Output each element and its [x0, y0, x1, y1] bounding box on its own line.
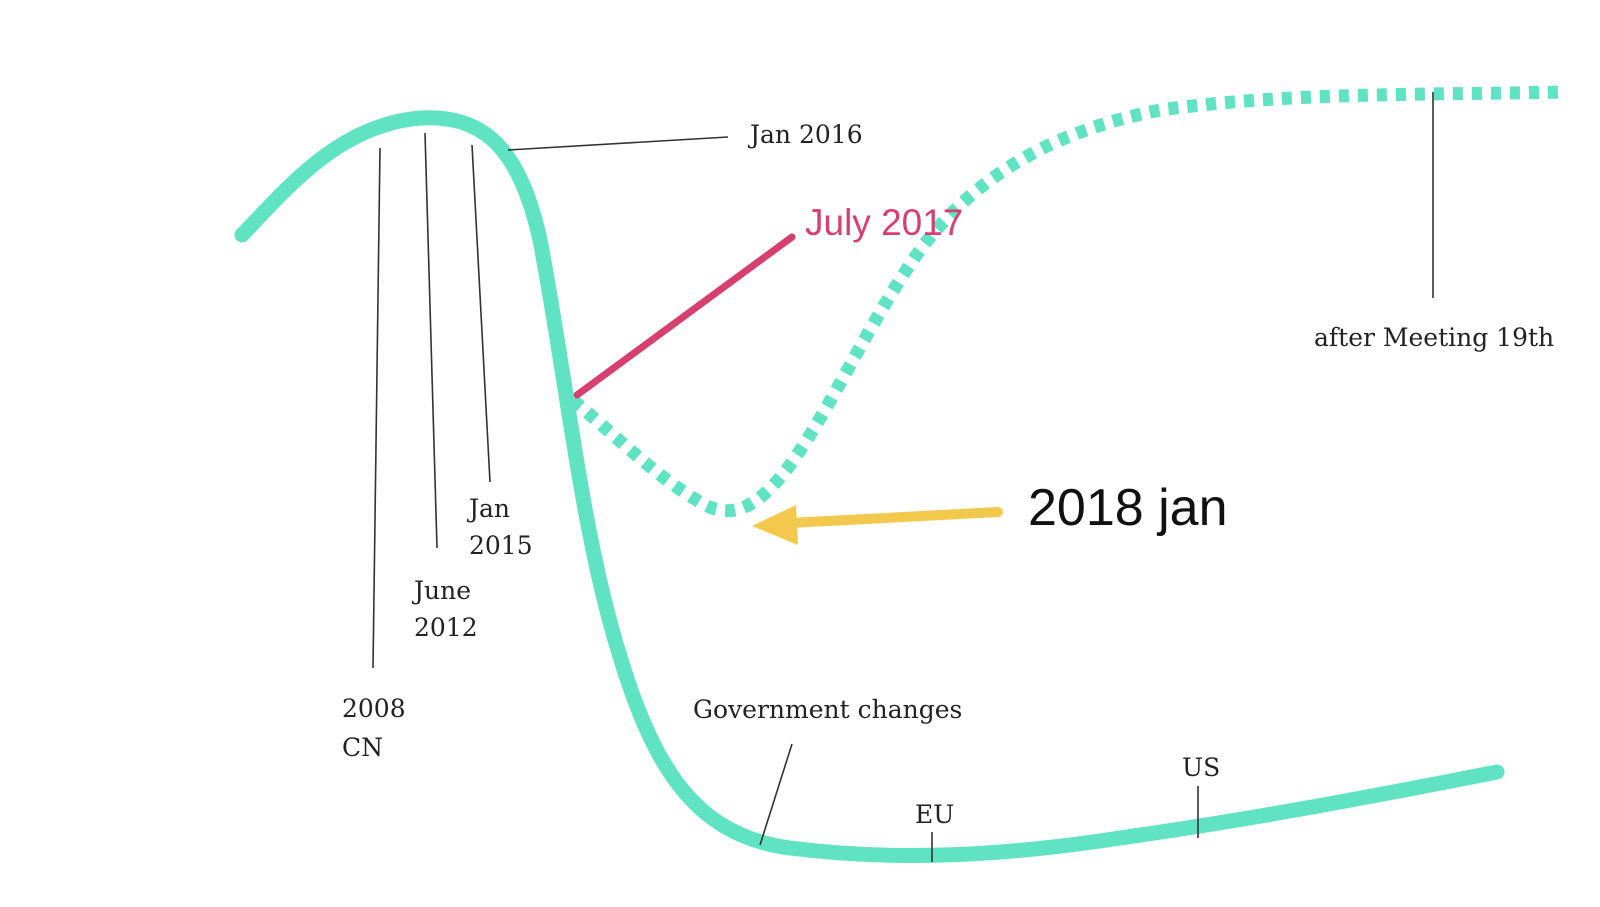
july-2017-marker-line — [573, 233, 796, 399]
cn-2008-label-line2: CN — [342, 733, 383, 762]
government-changes-label: Government changes — [693, 695, 962, 724]
government-changes-leader — [759, 743, 793, 846]
arrow-2018-head — [752, 505, 798, 545]
jan-2018-label: 2018 jan — [1028, 479, 1228, 537]
june-2012-label-line1: June — [411, 576, 471, 605]
jan-2016-leader — [507, 136, 729, 151]
jan-2015-label-line2: 2015 — [469, 531, 533, 560]
cn-2008-leader — [372, 147, 381, 669]
main-trend-curve — [234, 110, 1505, 863]
after-meeting-label: after Meeting 19th — [1314, 323, 1554, 352]
projected-dotted-curve — [568, 85, 1566, 518]
arrow-2018-shaft — [785, 507, 1003, 528]
jan-2015-leader — [471, 144, 491, 483]
cn-2008-label-line1: 2008 — [342, 694, 406, 723]
us-label: US — [1182, 753, 1220, 782]
jan-2015-label-line1: Jan — [466, 494, 510, 523]
july-2017-label: July 2017 — [805, 202, 963, 243]
jan-2016-label: Jan 2016 — [747, 120, 863, 149]
june-2012-label-line2: 2012 — [414, 613, 478, 642]
june-2012-leader — [424, 132, 438, 549]
eu-label: EU — [915, 800, 954, 829]
